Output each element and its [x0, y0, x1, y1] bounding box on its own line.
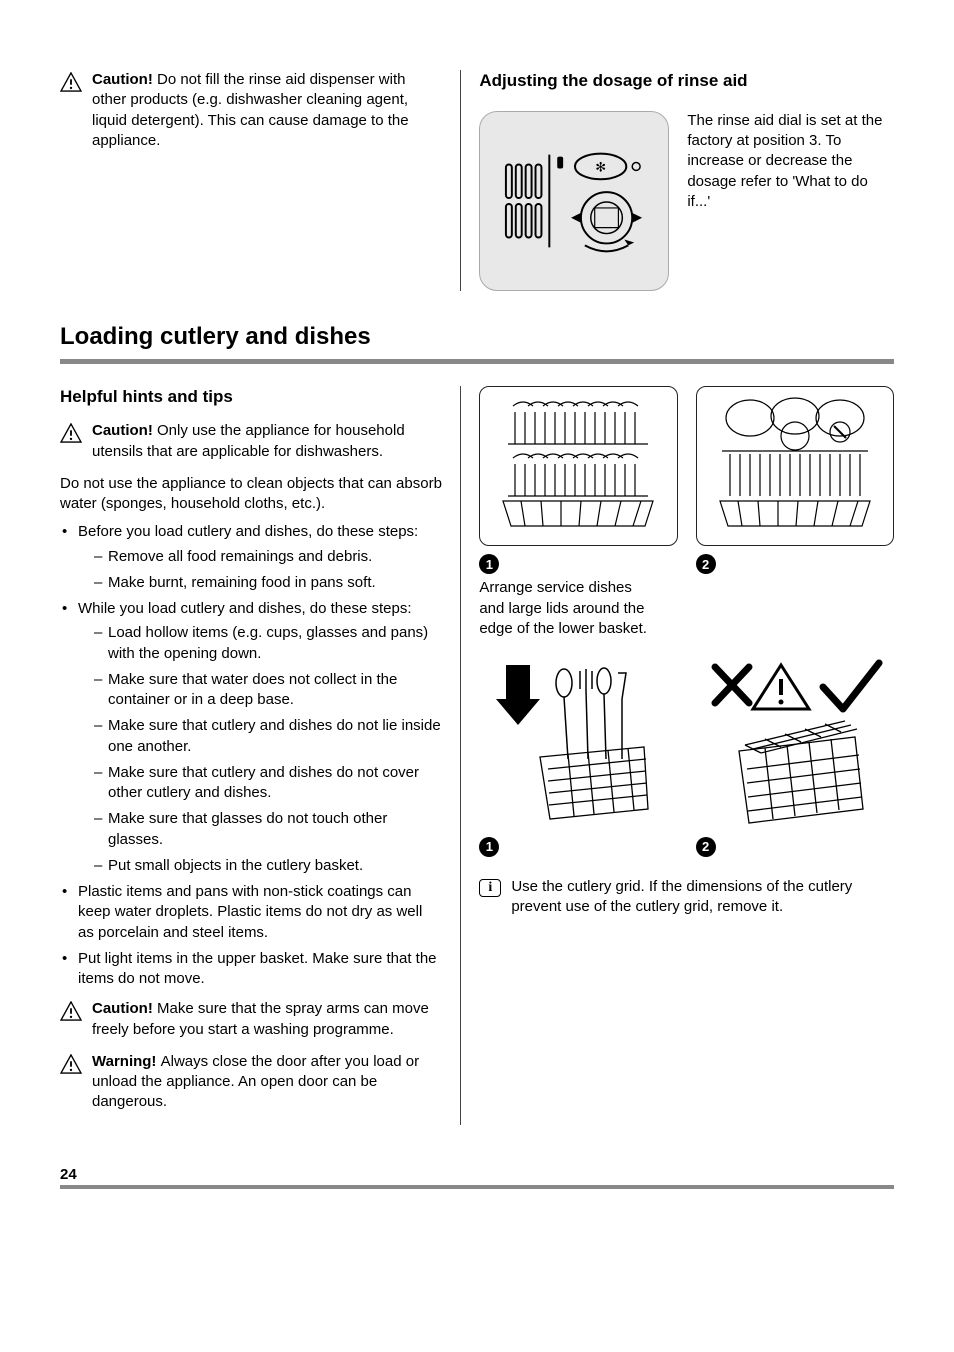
main-section: Helpful hints and tips Caution! Only use… [60, 386, 894, 1124]
caution-label: Caution! [92, 71, 153, 88]
caption-col-1: 1 Arrange service dishes and large lids … [479, 554, 677, 639]
absorb-text: Do not use the appliance to clean object… [60, 474, 442, 515]
warning-label: Warning! [92, 1053, 161, 1070]
caption-col-1b: 1 [479, 837, 677, 861]
caution-label: Caution! [92, 422, 157, 439]
caution-spray-block: Caution! Make sure that the spray arms c… [60, 999, 442, 1040]
footer-rule [60, 1185, 894, 1189]
cutlery-svg-1 [488, 659, 668, 829]
warning-door-text: Warning! Always close the door after you… [92, 1052, 442, 1113]
list-item-text: Before you load cutlery and dishes, do t… [78, 523, 418, 540]
caution-utensils-block: Caution! Only use the appliance for hous… [60, 421, 442, 462]
rinse-aid-heading: Adjusting the dosage of rinse aid [479, 70, 894, 93]
heading-rule [60, 359, 894, 364]
caution-rinse-text: Caution! Do not fill the rinse aid dispe… [92, 70, 442, 151]
cutlery-svg-2 [705, 659, 885, 829]
sub-item: Make sure that cutlery and dishes do not… [78, 763, 442, 804]
list-item: Put light items in the upper basket. Mak… [60, 949, 442, 990]
number-row-2: 1 2 [479, 837, 894, 861]
warning-triangle-icon [60, 423, 82, 443]
sub-list: Load hollow items (e.g. cups, glasses an… [78, 623, 442, 876]
hints-subheading: Helpful hints and tips [60, 386, 442, 409]
circled-number-2: 2 [696, 554, 716, 574]
info-cutlery-grid: i Use the cutlery grid. If the dimension… [479, 877, 894, 918]
caution-utensils-text: Caution! Only use the appliance for hous… [92, 421, 442, 462]
warning-door-block: Warning! Always close the door after you… [60, 1052, 442, 1113]
sub-item: Make burnt, remaining food in pans soft. [78, 573, 442, 593]
rinse-aid-diagram: ✻ [479, 111, 669, 291]
cutlery-correct-diagram [696, 659, 894, 829]
main-left-column: Helpful hints and tips Caution! Only use… [60, 386, 460, 1124]
top-left-column: Caution! Do not fill the rinse aid dispe… [60, 70, 460, 291]
sub-item: Make sure that glasses do not touch othe… [78, 809, 442, 850]
caution-label: Caution! [92, 1000, 157, 1017]
circled-number-1: 1 [479, 554, 499, 574]
basket-svg-2 [710, 396, 880, 536]
rinse-aid-text: The rinse aid dial is set at the factory… [687, 111, 894, 212]
lower-basket-diagram-1 [479, 386, 677, 546]
page-number: 24 [60, 1166, 77, 1183]
lower-basket-diagram-2 [696, 386, 894, 546]
svg-text:✻: ✻ [596, 159, 607, 174]
circled-number-1: 1 [479, 837, 499, 857]
main-right-column: 1 Arrange service dishes and large lids … [460, 386, 894, 1124]
caution-spray-text: Caution! Make sure that the spray arms c… [92, 999, 442, 1040]
list-item-text: While you load cutlery and dishes, do th… [78, 600, 412, 617]
warning-triangle-icon [60, 1001, 82, 1021]
sub-item: Load hollow items (e.g. cups, glasses an… [78, 623, 442, 664]
sub-item: Make sure that water does not collect in… [78, 670, 442, 711]
warning-triangle-icon [60, 72, 82, 92]
bullet-list: Before you load cutlery and dishes, do t… [60, 522, 442, 989]
cutlery-wrong-diagram [479, 659, 677, 829]
rinse-aid-content: ✻ The rinse aid dial is set at the facto… [479, 111, 894, 291]
circled-number-2: 2 [696, 837, 716, 857]
info-text: Use the cutlery grid. If the dimensions … [511, 877, 894, 918]
caption-col-2b: 2 [696, 837, 894, 861]
sub-list: Remove all food remainings and debris. M… [78, 547, 442, 594]
basket-svg-1 [493, 396, 663, 536]
list-item: Before you load cutlery and dishes, do t… [60, 522, 442, 593]
sub-item: Put small objects in the cutlery basket. [78, 856, 442, 876]
warning-triangle-icon [60, 1054, 82, 1074]
list-item: While you load cutlery and dishes, do th… [60, 599, 442, 876]
sub-item: Remove all food remainings and debris. [78, 547, 442, 567]
cutlery-diagram-row [479, 659, 894, 829]
loading-heading: Loading cutlery and dishes [60, 321, 894, 353]
number-row-1: 1 Arrange service dishes and large lids … [479, 554, 894, 639]
dish-diagram-row [479, 386, 894, 546]
top-right-column: Adjusting the dosage of rinse aid [460, 70, 894, 291]
basket-caption: Arrange service dishes and large lids ar… [479, 578, 659, 639]
caption-col-2: 2 [696, 554, 894, 639]
rinse-dial-svg: ✻ [500, 146, 648, 256]
page-footer: 24 [60, 1165, 894, 1189]
top-section: Caution! Do not fill the rinse aid dispe… [60, 70, 894, 291]
info-icon: i [479, 879, 501, 897]
caution-rinse-block: Caution! Do not fill the rinse aid dispe… [60, 70, 442, 151]
sub-item: Make sure that cutlery and dishes do not… [78, 716, 442, 757]
list-item: Plastic items and pans with non-stick co… [60, 882, 442, 943]
